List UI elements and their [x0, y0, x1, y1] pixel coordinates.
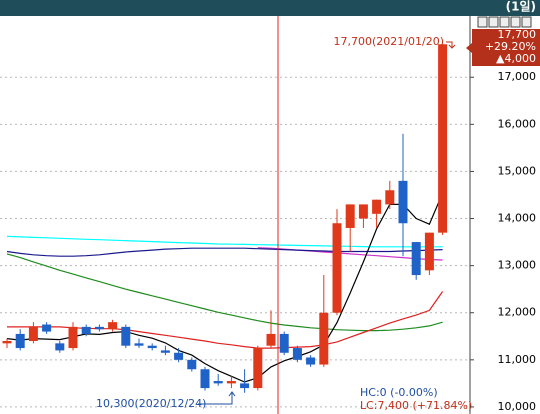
- moving-average-line: [6, 192, 444, 383]
- candle-body: [134, 343, 144, 346]
- candle-body: [253, 348, 263, 389]
- candle-body: [240, 383, 250, 389]
- y-tick-label: 17,000: [498, 70, 537, 83]
- y-tick-label: 10,000: [498, 400, 537, 413]
- candle-body: [279, 333, 289, 353]
- candle-body: [2, 340, 12, 344]
- tool-button[interactable]: [488, 16, 499, 28]
- candle-body: [398, 180, 408, 224]
- candle-body: [42, 324, 52, 332]
- tool-button[interactable]: [521, 16, 532, 28]
- candle-body: [319, 312, 329, 365]
- tool-button[interactable]: [510, 16, 521, 28]
- period-label: (1일): [506, 0, 536, 14]
- y-tick-label: 12,000: [498, 306, 537, 319]
- candle-body: [15, 333, 25, 349]
- hc-note: HC:0 (-0.00%): [360, 386, 438, 399]
- candle-body: [108, 322, 118, 330]
- candle-body: [55, 343, 65, 351]
- candle-body: [174, 352, 184, 360]
- candle-body: [187, 359, 197, 370]
- candle-body: [266, 333, 276, 346]
- candle-body: [226, 381, 236, 384]
- price-pointer: [466, 43, 472, 53]
- moving-average-line: [7, 291, 444, 349]
- candle-body: [424, 232, 434, 271]
- lc-note: LC:7,400 (+71.84%): [360, 399, 472, 412]
- candle-body: [385, 190, 395, 205]
- candle-body: [213, 381, 223, 384]
- high-annotation: 17,700(2021/01/20): [334, 35, 444, 48]
- low-arrow: [198, 391, 236, 405]
- low-annotation: 10,300(2020/12/24): [96, 397, 206, 410]
- candle-body: [345, 204, 355, 228]
- candle-body: [94, 326, 104, 330]
- price-change-pct: +29.20%: [485, 40, 536, 53]
- candle-body: [306, 357, 316, 365]
- candle-body: [147, 345, 157, 349]
- candle-body: [28, 326, 38, 341]
- candle-body: [411, 242, 421, 276]
- y-tick-label: 13,000: [498, 259, 537, 272]
- moving-average-line: [6, 247, 443, 257]
- toolbar: [477, 16, 532, 28]
- candle-body: [358, 204, 368, 219]
- header-bar: [0, 0, 540, 16]
- candle-body: [68, 326, 78, 349]
- candle-body: [200, 369, 210, 389]
- candle-body: [438, 44, 448, 233]
- tool-button[interactable]: [499, 16, 510, 28]
- candle-body: [332, 223, 342, 313]
- y-tick-label: 11,000: [498, 353, 537, 366]
- price-box: [472, 29, 540, 66]
- candle-body: [121, 326, 131, 346]
- candle-body: [81, 326, 91, 334]
- price-change: ▲4,000: [496, 52, 536, 65]
- y-tick-label: 15,000: [498, 164, 537, 177]
- y-tick-label: 16,000: [498, 117, 537, 130]
- high-arrow: [446, 41, 456, 49]
- candle-body: [160, 350, 170, 353]
- tool-button[interactable]: [477, 16, 488, 28]
- candle-body: [372, 199, 382, 214]
- candle-body: [292, 348, 302, 360]
- y-tick-label: 14,000: [498, 212, 537, 225]
- price-current: 17,700: [498, 28, 537, 41]
